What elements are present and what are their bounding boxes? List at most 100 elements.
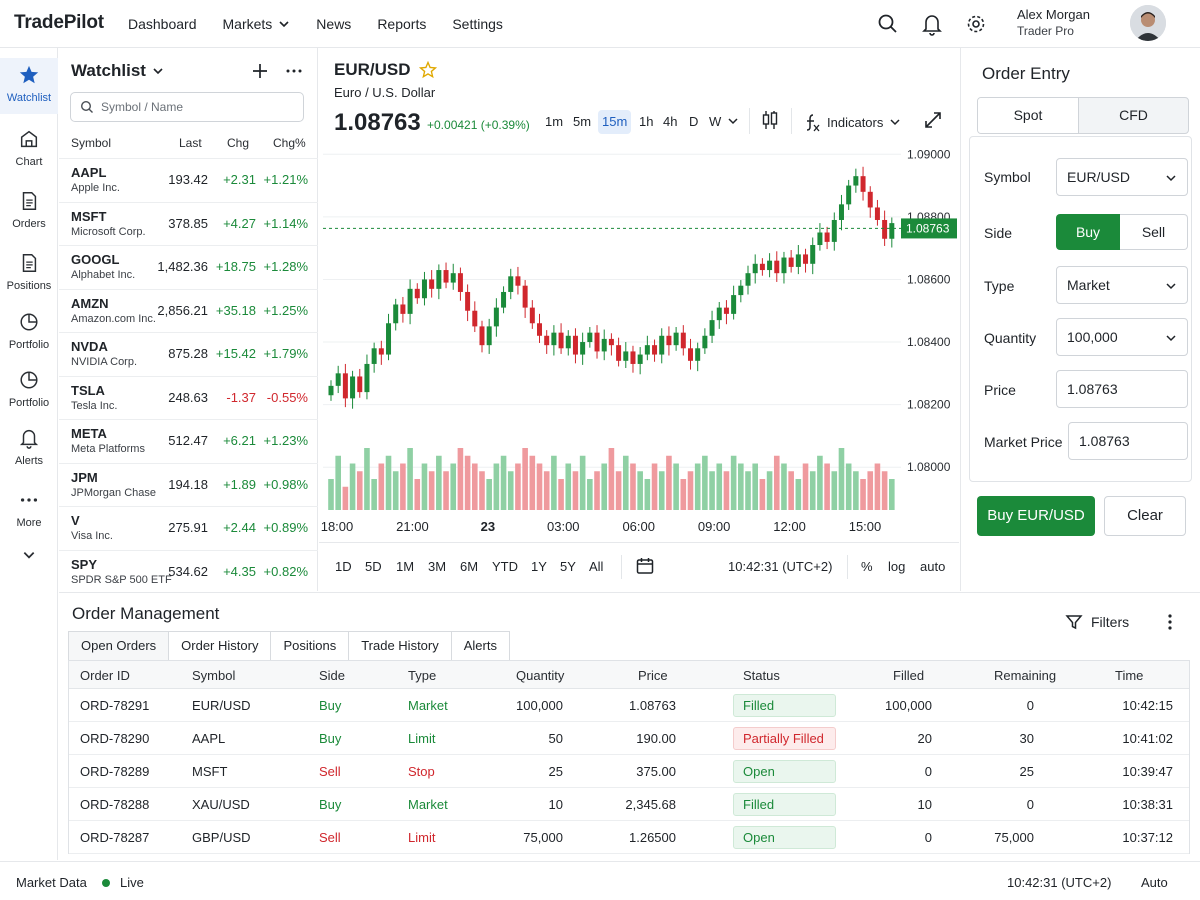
th-price[interactable]: Price [638, 668, 668, 683]
tf-1m[interactable]: 1m [545, 114, 564, 129]
avatar[interactable] [1130, 5, 1166, 41]
range-1m[interactable]: 1M [396, 559, 415, 574]
watchlist-row[interactable]: AAPL Apple Inc. 193.42 +2.31 +1.21% [59, 158, 318, 201]
side-sell-button[interactable]: Sell [1120, 214, 1188, 250]
th-order-id[interactable]: Order ID [80, 668, 130, 683]
table-row[interactable]: ORD-78287 GBP/USD Sell Limit 75,000 1.26500 Op… [69, 821, 1189, 854]
bell-icon[interactable] [920, 10, 944, 38]
sidebar-item-portfolio[interactable]: Portfolio [0, 311, 58, 351]
sidebar-item-chart[interactable]: Chart [0, 128, 58, 168]
buy-submit-button[interactable]: Buy EUR/USD [977, 496, 1095, 536]
star-outline-icon[interactable] [418, 61, 437, 79]
tab-cfd[interactable]: CFD [1119, 107, 1148, 123]
tf-1h[interactable]: 1h [639, 114, 654, 129]
tab-alerts[interactable]: Alerts [450, 631, 510, 661]
watchlist-row[interactable]: TSLA Tesla Inc. 248.63 -1.37 -0.55% [59, 375, 318, 419]
nav-news[interactable]: News [316, 0, 351, 48]
scale-auto[interactable]: auto [920, 559, 946, 574]
watchlist-row[interactable]: NVDA NVIDIA Corp. 875.28 +15.42 +1.79% [59, 332, 318, 375]
watchlist-row[interactable]: SPY SPDR S&P 500 ETF 534.62 +4.35 +0.82% [59, 549, 318, 593]
sidebar-item-watchlist[interactable]: Watchlist [0, 58, 58, 114]
watchlist-row[interactable]: JPM JPMorgan Chase 194.18 +1.89 +0.98% [59, 462, 318, 506]
user-info[interactable]: Alex Morgan Trader Pro [1017, 7, 1090, 39]
scale-percent[interactable]: % [861, 559, 873, 574]
table-row[interactable]: ORD-78291 EUR/USD Buy Market 100,000 1.08763 F… [69, 689, 1189, 722]
calendar-icon[interactable] [635, 556, 655, 576]
expand-icon[interactable] [923, 110, 943, 130]
watchlist-title[interactable]: Watchlist [71, 61, 164, 81]
range-1d[interactable]: 1D [335, 559, 352, 574]
th-remaining[interactable]: Remaining [994, 668, 1057, 683]
range-5d[interactable]: 5D [365, 559, 382, 574]
quantity-select[interactable]: 100,000 [1056, 318, 1188, 356]
tab-open-orders[interactable]: Open Orders [68, 631, 170, 661]
sidebar-item-portfolio-2[interactable]: Portfolio [0, 369, 58, 409]
nav-dashboard[interactable]: Dashboard [128, 0, 197, 48]
th-type[interactable]: Type [408, 668, 437, 683]
tf-w[interactable]: W [709, 114, 722, 129]
clear-button[interactable]: Clear [1104, 496, 1186, 536]
market-price-field[interactable]: 1.08763 [1068, 422, 1188, 460]
side-buy-button[interactable]: Buy [1056, 214, 1120, 250]
chevron-down-icon[interactable] [727, 115, 739, 127]
search-icon[interactable] [876, 10, 900, 38]
app-logo[interactable]: TradePilot [14, 12, 104, 33]
sidebar-item-orders[interactable]: Orders [0, 190, 58, 230]
th-symbol[interactable]: Symbol [192, 668, 236, 683]
gear-icon[interactable] [964, 10, 988, 38]
filters-button[interactable]: Filters [1065, 613, 1129, 631]
symbol-select[interactable]: EUR/USD [1056, 158, 1188, 196]
col-symbol[interactable]: Symbol [71, 136, 112, 150]
col-chgpct[interactable]: Chg% [273, 136, 306, 150]
add-icon[interactable] [251, 62, 269, 80]
watchlist-row[interactable]: AMZN Amazon.com Inc. 2,856.21 +35.18 +1.25% [59, 288, 318, 332]
tf-d[interactable]: D [689, 114, 699, 129]
watchlist-row[interactable]: META Meta Platforms 512.47 +6.21 +1.23% [59, 419, 318, 462]
th-filled[interactable]: Filled [893, 668, 925, 683]
tab-trade-history[interactable]: Trade History [348, 631, 452, 661]
status-mode[interactable]: Auto [1141, 875, 1168, 890]
sidebar-item-alerts[interactable]: Alerts [0, 427, 58, 467]
th-side[interactable]: Side [319, 668, 346, 683]
tab-positions[interactable]: Positions [270, 631, 350, 661]
range-ytd[interactable]: YTD [492, 559, 518, 574]
price-input[interactable]: 1.08763 [1056, 370, 1188, 408]
range-5y[interactable]: 5Y [560, 559, 576, 574]
watchlist-row[interactable]: V Visa Inc. 275.91 +2.44 +0.89% [59, 506, 318, 549]
range-6m[interactable]: 6M [460, 559, 479, 574]
symbol-search-input[interactable]: Symbol / Name [70, 92, 304, 122]
sidebar-item-more[interactable]: More [0, 489, 58, 529]
sidebar-expand[interactable] [0, 548, 58, 565]
table-row[interactable]: ORD-78290 AAPL Buy Limit 50 190.00 Partially F… [69, 722, 1189, 755]
tf-4h[interactable]: 4h [663, 114, 678, 129]
candlestick-icon[interactable] [761, 109, 779, 131]
th-quantity[interactable]: Quantity [516, 668, 565, 683]
type-select[interactable]: Market [1056, 266, 1188, 304]
table-row[interactable]: ORD-78288 XAU/USD Buy Market 10 2,345.68 Fille… [69, 788, 1189, 821]
indicators-button[interactable]: Indicators [803, 110, 901, 134]
nav-reports[interactable]: Reports [377, 0, 426, 48]
range-3m[interactable]: 3M [428, 559, 447, 574]
watchlist-row[interactable]: MSFT Microsoft Corp. 378.85 +4.27 +1.14% [59, 201, 318, 245]
nav-markets[interactable]: Markets [223, 0, 291, 48]
row-change: +35.18 [215, 302, 256, 318]
sidebar-item-positions[interactable]: Positions [0, 252, 58, 292]
col-chg[interactable]: Chg [227, 136, 250, 150]
kebab-menu-icon[interactable] [1161, 612, 1179, 632]
th-time[interactable]: Time [1115, 668, 1144, 683]
sidebar-label: Alerts [14, 455, 44, 467]
table-row[interactable]: ORD-78289 MSFT Sell Stop 25 375.00 Open 0 25 10:3… [69, 755, 1189, 788]
tab-spot[interactable]: Spot [978, 98, 1079, 133]
nav-settings[interactable]: Settings [452, 0, 503, 48]
watchlist-row[interactable]: GOOGL Alphabet Inc. 1,482.36 +18.75 +1.28% [59, 245, 318, 288]
tf-15m[interactable]: 15m [598, 110, 632, 134]
tab-order-history[interactable]: Order History [168, 631, 272, 661]
scale-log[interactable]: log [888, 559, 906, 574]
th-status[interactable]: Status [743, 668, 780, 683]
range-1y[interactable]: 1Y [531, 559, 547, 574]
col-last[interactable]: Last [179, 136, 202, 150]
price-chart[interactable]: 1.090001.088001.086001.084001.082001.080… [319, 144, 959, 540]
range-all[interactable]: All [589, 559, 604, 574]
tf-5m[interactable]: 5m [573, 114, 592, 129]
more-icon[interactable] [285, 62, 303, 80]
